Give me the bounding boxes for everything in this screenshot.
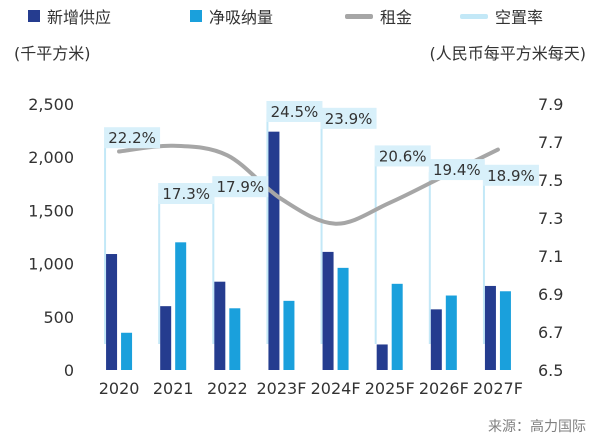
bar-new-supply [484,285,496,370]
right-axis-tick: 6.7 [538,323,563,342]
legend-label-net-absorption: 净吸纳量 [209,8,274,27]
x-axis-tick: 2023F [256,379,306,398]
x-axis-tick: 2022 [207,379,248,398]
vacancy-label-box [266,101,323,122]
x-axis-tick: 2020 [99,379,140,398]
vacancy-label: 24.5% [271,103,319,121]
bar-net-absorption [337,267,349,370]
right-axis-tick: 6.5 [538,361,563,380]
right-axis-unit: (人民币每平方米每天) [429,44,587,63]
bar-net-absorption [445,295,457,370]
x-axis-tick: 2021 [153,379,194,398]
vacancy-label-box [428,159,485,181]
bar-net-absorption [175,242,187,370]
legend-label-vacancy: 空置率 [495,8,544,27]
vacancy-label: 23.9% [325,110,373,128]
legend-swatch-net-absorption [190,10,202,22]
vacancy-label: 22.2% [108,129,156,147]
vacancy-label-box [212,176,269,198]
x-axis-tick: 2026F [419,379,469,398]
source-note: 来源：高力国际 [488,419,586,435]
legend-swatch-rent [345,13,373,19]
vacancy-label-box [320,107,377,129]
right-axis-tick: 7.1 [538,247,563,266]
vacancy-label: 19.4% [433,161,481,179]
vacancy-labels: 22.2% 17.3% 17.9% 24.5% 23.9% 20.6% 19.4% 18.9% [104,101,539,204]
vacancy-label: 20.6% [379,147,427,165]
legend-swatch-new-supply [28,10,40,22]
right-axis-tick: 7.7 [538,133,563,152]
vacancy-label-box [482,164,539,186]
bar-net-absorption [121,332,133,370]
x-axis-tick: 2027F [473,379,523,398]
left-axis-tick: 500 [43,308,74,327]
x-axis-tick: 2024F [311,379,361,398]
vacancy-label: 17.9% [216,178,264,196]
left-axis-tick: 1,000 [28,255,74,274]
bar-new-supply [376,344,388,370]
bar-new-supply [430,309,442,370]
bar-new-supply [160,306,172,370]
left-axis-tick: 2,500 [28,95,74,114]
left-axis-tick: 1,500 [28,201,74,220]
bar-new-supply [214,281,226,370]
right-axis-tick: 6.9 [538,285,563,304]
left-axis-tick: 0 [64,361,74,380]
vacancy-label-box [158,183,215,204]
legend-swatch-vacancy [460,13,488,19]
bar-new-supply [106,254,118,370]
vacancy-label-box [104,127,161,149]
bar-net-absorption [283,300,295,370]
vacancy-label-box [374,145,431,167]
bar-net-absorption [499,291,511,370]
legend-label-new-supply: 新增供应 [47,8,112,27]
bar-new-supply [322,251,334,370]
legend-item-vacancy: 空置率 [460,4,543,28]
bars [106,131,511,370]
bar-net-absorption [391,283,403,370]
right-axis-tick: 7.9 [538,95,563,114]
axes: 0 500 1,000 1,500 2,000 2,500 6.5 6.7 6.9 7.1 7.3 7… [28,95,563,398]
vacancy-label: 17.3% [162,185,210,203]
right-axis-tick: 7.5 [538,171,563,190]
bar-net-absorption [229,308,241,370]
legend-label-rent: 租金 [380,8,413,27]
x-axis-tick: 2025F [365,379,415,398]
right-axis-tick: 7.3 [538,209,563,228]
legend-item-net-absorption: 净吸纳量 [190,4,273,28]
left-axis-unit: (千平方米) [14,44,91,63]
left-axis-tick: 2,000 [28,148,74,167]
legend-item-new-supply: 新增供应 [28,4,111,28]
bar-new-supply [268,131,280,370]
legend: 新增供应 净吸纳量 租金 空置率 [0,4,598,28]
legend-item-rent: 租金 [345,4,412,28]
vacancy-label: 18.9% [487,167,535,185]
